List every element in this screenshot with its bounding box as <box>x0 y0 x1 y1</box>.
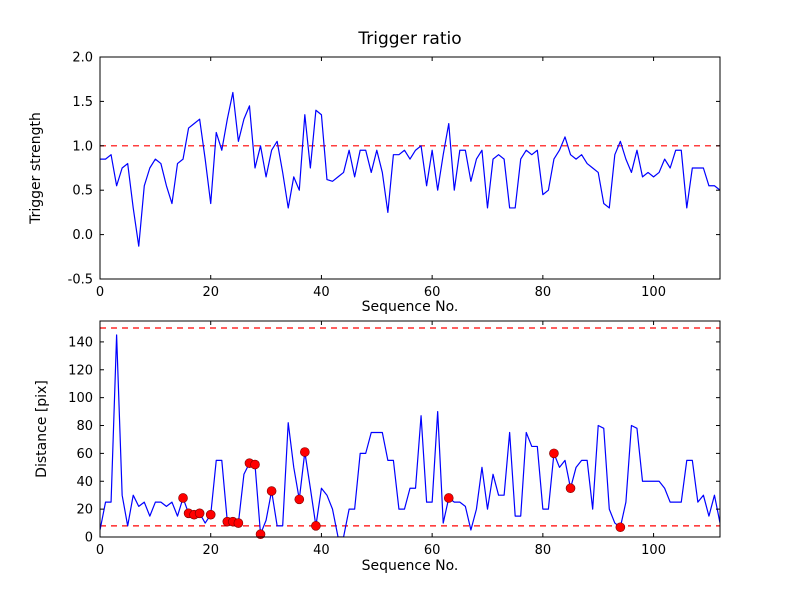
chart-1: 0 20 40 60 80 100 0 20 40 60 80 100 120 140 <box>68 320 721 558</box>
y-tick-label: 0 <box>85 531 93 546</box>
x-tick-label: 40 <box>313 543 330 558</box>
scatter-marker <box>300 447 310 457</box>
scatter-marker <box>250 459 260 470</box>
plot-area <box>100 57 720 279</box>
scatter-marker <box>443 493 454 503</box>
y-tick-label: 60 <box>76 447 93 462</box>
x-tick-label: 80 <box>535 285 552 300</box>
x-tick-label: 20 <box>202 285 219 300</box>
scatter-marker <box>294 494 305 505</box>
plot-area <box>100 321 720 537</box>
x-tick-label: 0 <box>96 543 104 558</box>
y-tick-label: 40 <box>76 475 93 490</box>
axes-spines <box>99 56 721 280</box>
scatter-marker <box>194 508 205 519</box>
scatter-marker <box>615 522 626 533</box>
x-tick-label: 0 <box>96 285 104 300</box>
y-tick-label: 100 <box>68 391 93 406</box>
y-tick-label: 2.0 <box>72 51 93 66</box>
y-tick-label: 80 <box>76 419 93 434</box>
chart-0: 0 20 40 60 80 100 -0.5 0.0 0.5 1.0 1.5 2.0 <box>68 51 721 300</box>
scatter-marker <box>255 529 266 540</box>
y-tick-label: 140 <box>68 335 93 350</box>
y-tick-label: 1.5 <box>72 95 93 110</box>
y-tick-label: 120 <box>68 363 93 378</box>
data-line <box>100 91 720 247</box>
x-tick-label: 60 <box>424 543 441 558</box>
x-tick-label: 40 <box>313 285 330 300</box>
x-axis-label-top: Sequence No. <box>361 299 459 315</box>
scatter-marker <box>565 483 576 494</box>
scatter-marker <box>549 448 559 459</box>
x-tick-label: 80 <box>535 543 552 558</box>
scatter-marker <box>178 493 188 503</box>
x-tick-label: 100 <box>641 543 666 558</box>
x-axis-label-bottom: Sequence No. <box>361 558 459 574</box>
x-tick-label: 60 <box>424 285 441 300</box>
y-tick-label: 0.5 <box>72 184 93 199</box>
x-tick-label: 100 <box>641 285 666 300</box>
scatter-marker <box>205 509 216 520</box>
y-tick-label: -0.5 <box>68 273 93 288</box>
scatter-marker <box>266 486 277 496</box>
y-tick-label: 0.0 <box>72 228 93 243</box>
chart-title: Trigger ratio <box>358 29 462 49</box>
y-axis-label-trigger-strength: Trigger strength <box>28 112 44 224</box>
scatter-marker <box>311 521 321 531</box>
y-axis-label-distance: Distance [pix] <box>34 380 50 478</box>
axes-spines <box>99 320 721 538</box>
y-tick-label: 20 <box>76 503 93 518</box>
y-tick-label: 1.0 <box>72 139 93 154</box>
scatter-marker <box>233 518 244 528</box>
x-tick-label: 20 <box>202 543 219 558</box>
